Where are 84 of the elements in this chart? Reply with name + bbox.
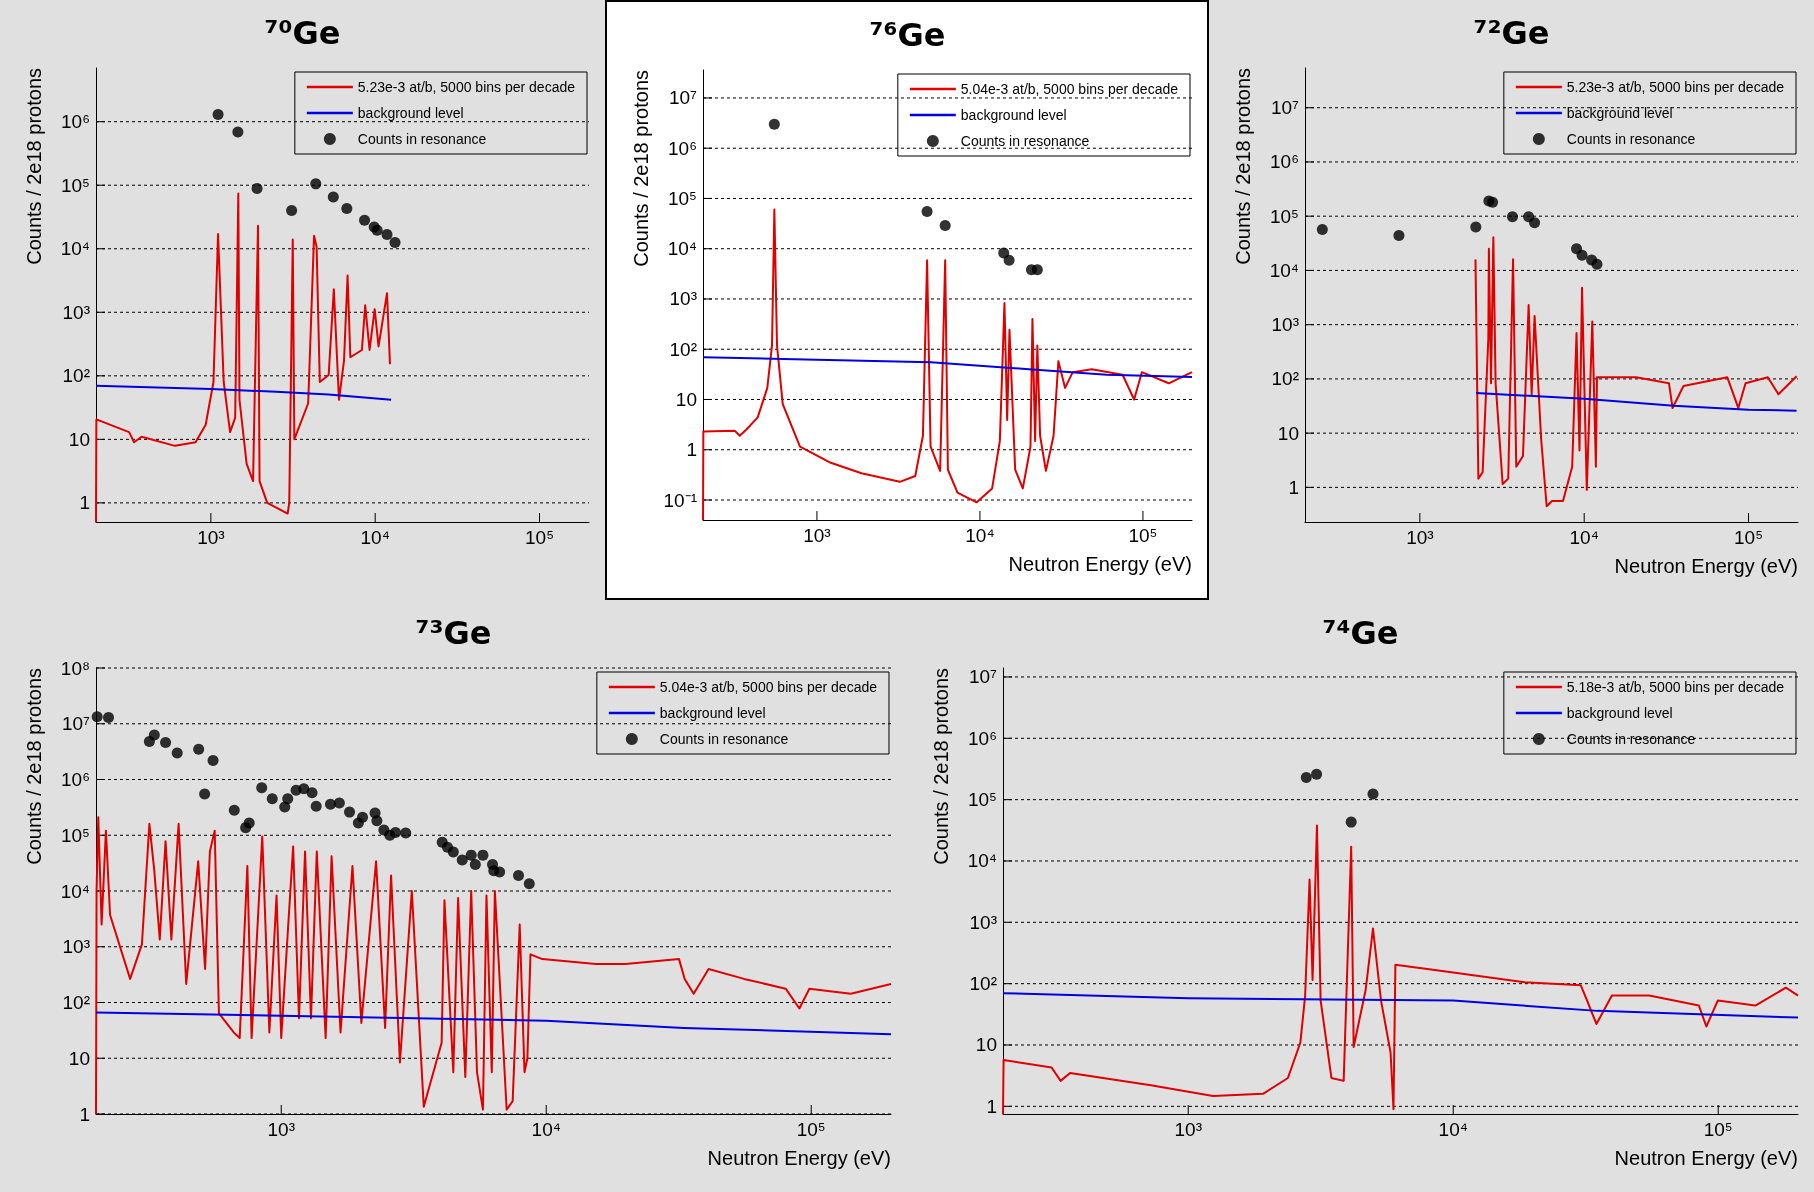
- y-tick-label: 10⁴: [60, 880, 90, 902]
- y-tick-label: 10⁵: [60, 174, 90, 196]
- x-axis-title: Neutron Energy (eV): [1614, 555, 1799, 577]
- y-tick-label: 10⁵: [1270, 205, 1300, 227]
- legend-label: Counts in resonance: [357, 131, 487, 147]
- x-tick-label: 10⁵: [525, 527, 555, 548]
- y-tick-label: 10⁷: [61, 713, 91, 735]
- y-tick-label: 10: [68, 428, 90, 450]
- chart-title: ⁷³Ge: [415, 614, 492, 652]
- y-axis-title: Counts / 2e18 protons: [1232, 68, 1255, 265]
- y-tick-label: 10²: [1271, 368, 1300, 390]
- x-tick-label: 10⁴: [1438, 1119, 1468, 1140]
- y-tick-label: 10: [1278, 422, 1300, 444]
- y-tick-label: 10²: [969, 973, 997, 995]
- y-tick-label: 1: [686, 439, 697, 461]
- x-tick-label: 10³: [1406, 527, 1434, 548]
- y-tick-label: 1: [79, 1103, 90, 1125]
- x-axis-title: Neutron Energy (eV): [1008, 553, 1192, 575]
- y-tick-label: 1: [79, 492, 90, 514]
- y-tick-label: 10⁴: [60, 238, 90, 260]
- y-axis-title: Counts / 2e18 protons: [629, 70, 652, 267]
- y-tick-label: 10⁵: [667, 187, 697, 209]
- legend-label: Counts in resonance: [659, 731, 789, 747]
- y-tick-label: 10⁶: [968, 727, 997, 749]
- y-tick-label: 10²: [62, 365, 90, 387]
- legend-label: 5.04e-3 at/b, 5000 bins per decade: [960, 81, 1178, 97]
- chart-title: ⁷⁰Ge: [264, 14, 341, 52]
- legend-label: background level: [1566, 705, 1673, 721]
- y-tick-label: 10⁶: [61, 111, 90, 133]
- x-tick-label: 10⁴: [360, 527, 390, 548]
- legend-label: 5.18e-3 at/b, 5000 bins per decade: [1566, 679, 1785, 695]
- y-tick-label: 10³: [62, 301, 90, 323]
- legend-label: Counts in resonance: [1567, 131, 1696, 147]
- y-tick-label: 1: [986, 1095, 997, 1117]
- y-axis-title: Counts / 2e18 protons: [930, 668, 952, 865]
- chart-title: ⁷²Ge: [1473, 14, 1550, 52]
- x-tick-label: 10⁵: [1734, 527, 1764, 548]
- chart-title: ⁷⁴Ge: [1322, 614, 1399, 652]
- y-tick-label: 10³: [969, 911, 997, 933]
- y-tick-label: 10: [975, 1034, 997, 1056]
- y-tick-label: 10⁶: [61, 769, 90, 790]
- y-axis-title: Counts / 2e18 protons: [23, 668, 45, 865]
- x-tick-label: 10⁵: [1128, 525, 1158, 546]
- legend-label: background level: [960, 107, 1067, 123]
- y-tick-label: 10³: [1271, 314, 1300, 336]
- x-tick-label: 10⁴: [1569, 527, 1600, 548]
- y-tick-label: 10⁶: [667, 137, 697, 159]
- x-axis-title: Neutron Energy (eV): [707, 1147, 891, 1169]
- x-axis-title: Neutron Energy (eV): [1614, 1147, 1798, 1169]
- x-tick-label: 10³: [1174, 1119, 1202, 1140]
- y-tick-label: 10⁵: [60, 824, 90, 846]
- legend-label: 5.04e-3 at/b, 5000 bins per decade: [659, 679, 878, 695]
- y-tick-label: 10⁷: [668, 87, 697, 109]
- y-tick-label: 10⁷: [1271, 97, 1300, 119]
- y-tick-label: 10⁴: [667, 238, 697, 260]
- x-tick-label: 10⁵: [796, 1119, 826, 1140]
- x-tick-label: 10⁵: [1703, 1119, 1733, 1140]
- y-tick-label: 10⁸: [60, 657, 90, 679]
- legend-label: background level: [659, 705, 766, 721]
- y-tick-label: 10⁻¹: [663, 489, 697, 511]
- x-tick-label: 10³: [197, 527, 225, 548]
- y-tick-label: 10⁶: [1270, 151, 1300, 173]
- y-tick-label: 1: [1288, 476, 1300, 498]
- x-tick-label: 10⁴: [531, 1119, 561, 1140]
- legend-label: Counts in resonance: [960, 133, 1090, 149]
- legend-label: background level: [1567, 105, 1674, 121]
- y-tick-label: 10³: [669, 288, 697, 310]
- x-tick-label: 10³: [267, 1119, 295, 1140]
- y-tick-label: 10: [68, 1047, 90, 1069]
- y-tick-label: 10⁵: [967, 789, 997, 811]
- legend-label: 5.23e-3 at/b, 5000 bins per decade: [1567, 79, 1785, 95]
- y-axis-title: Counts / 2e18 protons: [23, 68, 45, 265]
- y-tick-label: 10³: [62, 936, 90, 958]
- legend-label: Counts in resonance: [1566, 731, 1696, 747]
- y-tick-label: 10²: [62, 992, 90, 1013]
- y-tick-label: 10⁴: [967, 850, 997, 872]
- legend-label: background level: [357, 105, 464, 121]
- y-tick-label: 10: [675, 388, 697, 410]
- chart-title: ⁷⁶Ge: [869, 16, 946, 54]
- y-tick-label: 10²: [669, 338, 697, 360]
- y-tick-label: 10⁴: [1270, 259, 1300, 281]
- legend-label: 5.23e-3 at/b, 5000 bins per decade: [357, 79, 576, 95]
- x-tick-label: 10³: [802, 525, 831, 546]
- y-tick-label: 10⁷: [968, 666, 998, 688]
